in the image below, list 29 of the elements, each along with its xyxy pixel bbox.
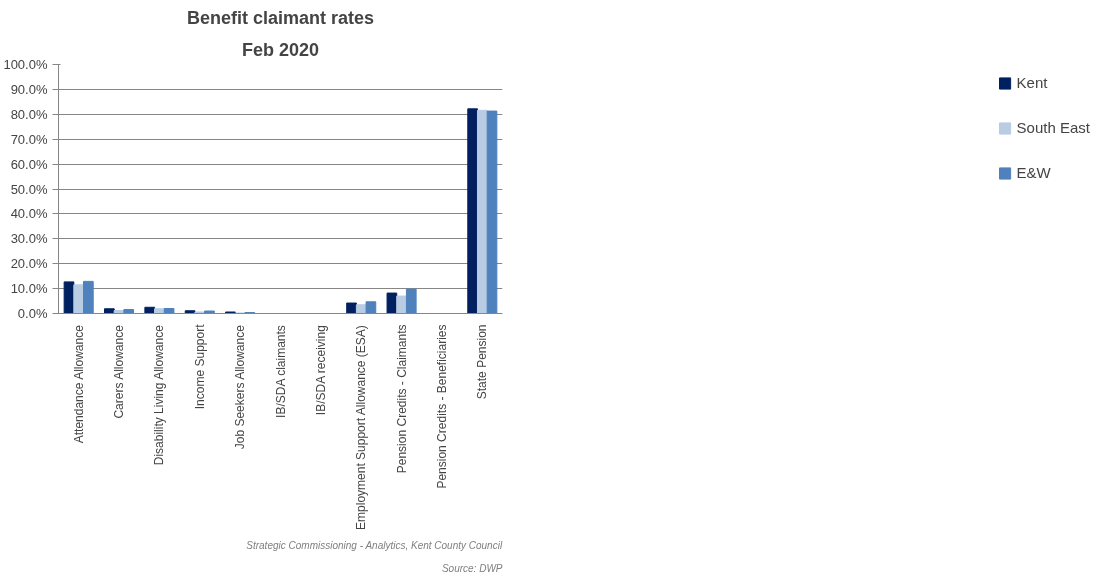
x-tick-label: Income Support [192, 323, 207, 410]
y-tick-label: 80.0% [10, 106, 48, 122]
x-tick-label: IB/SDA claimants [273, 325, 288, 418]
legend-label: Kent [1016, 74, 1048, 91]
y-tick-label: 100.0% [3, 57, 48, 72]
x-tick-label: Job Seekers Allowance [233, 324, 248, 450]
y-tick-label: 70.0% [10, 131, 48, 147]
y-tick-label: 10.0% [10, 281, 48, 297]
x-tick-label: Carers Allowance [112, 324, 127, 419]
x-tick-label: Pension Credits - Beneficiaries [434, 324, 449, 489]
chart-title: Benefit claimant rates [186, 7, 375, 28]
x-tick-label: Disability Living Allowance [152, 324, 167, 466]
x-tick-label: Employment Support Allowance (ESA) [354, 325, 369, 530]
x-tick-label: IB/SDA receiving [313, 325, 328, 416]
y-tick-label: 40.0% [10, 206, 48, 222]
source-note: Source: DWP [441, 562, 503, 574]
x-tick-label: Attendance Allowance [71, 324, 86, 444]
legend-label: South East [1016, 119, 1090, 136]
y-tick-label: 90.0% [10, 81, 48, 97]
y-tick-label: 60.0% [10, 156, 48, 172]
y-tick-label: 30.0% [10, 231, 48, 247]
x-tick-label: Pension Credits - Claimants [394, 324, 409, 474]
legend-label: E&W [1016, 164, 1051, 181]
chart-subtitle: Feb 2020 [241, 39, 320, 60]
y-tick-label: 20.0% [10, 256, 48, 272]
y-tick-label: 50.0% [10, 181, 48, 197]
text: Strategic Commissioning - Analytics, Kent County Council [246, 539, 503, 551]
x-tick-label: State Pension [475, 324, 490, 400]
y-tick-label: 0.0% [17, 306, 48, 321]
